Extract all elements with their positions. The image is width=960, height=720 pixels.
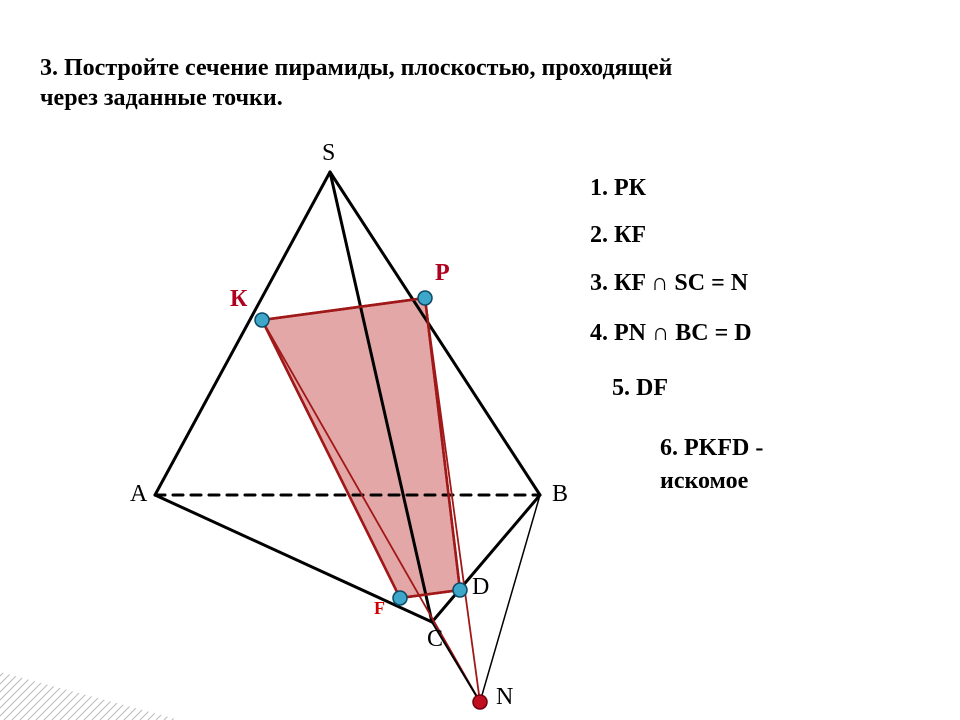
corner-hatch-decoration <box>0 660 180 720</box>
vertex-label-N: N <box>496 684 513 711</box>
pyramid-diagram <box>0 0 960 720</box>
vertex-label-P: Р <box>435 260 450 287</box>
vertex-label-D: D <box>472 574 489 601</box>
vertex-label-F: F <box>374 598 385 619</box>
vertex-label-B: B <box>552 481 568 508</box>
vertex-label-C: C <box>427 626 443 653</box>
vertex-label-K: К <box>230 286 247 313</box>
vertex-label-S: S <box>322 140 335 167</box>
vertex-label-A: A <box>130 481 147 508</box>
